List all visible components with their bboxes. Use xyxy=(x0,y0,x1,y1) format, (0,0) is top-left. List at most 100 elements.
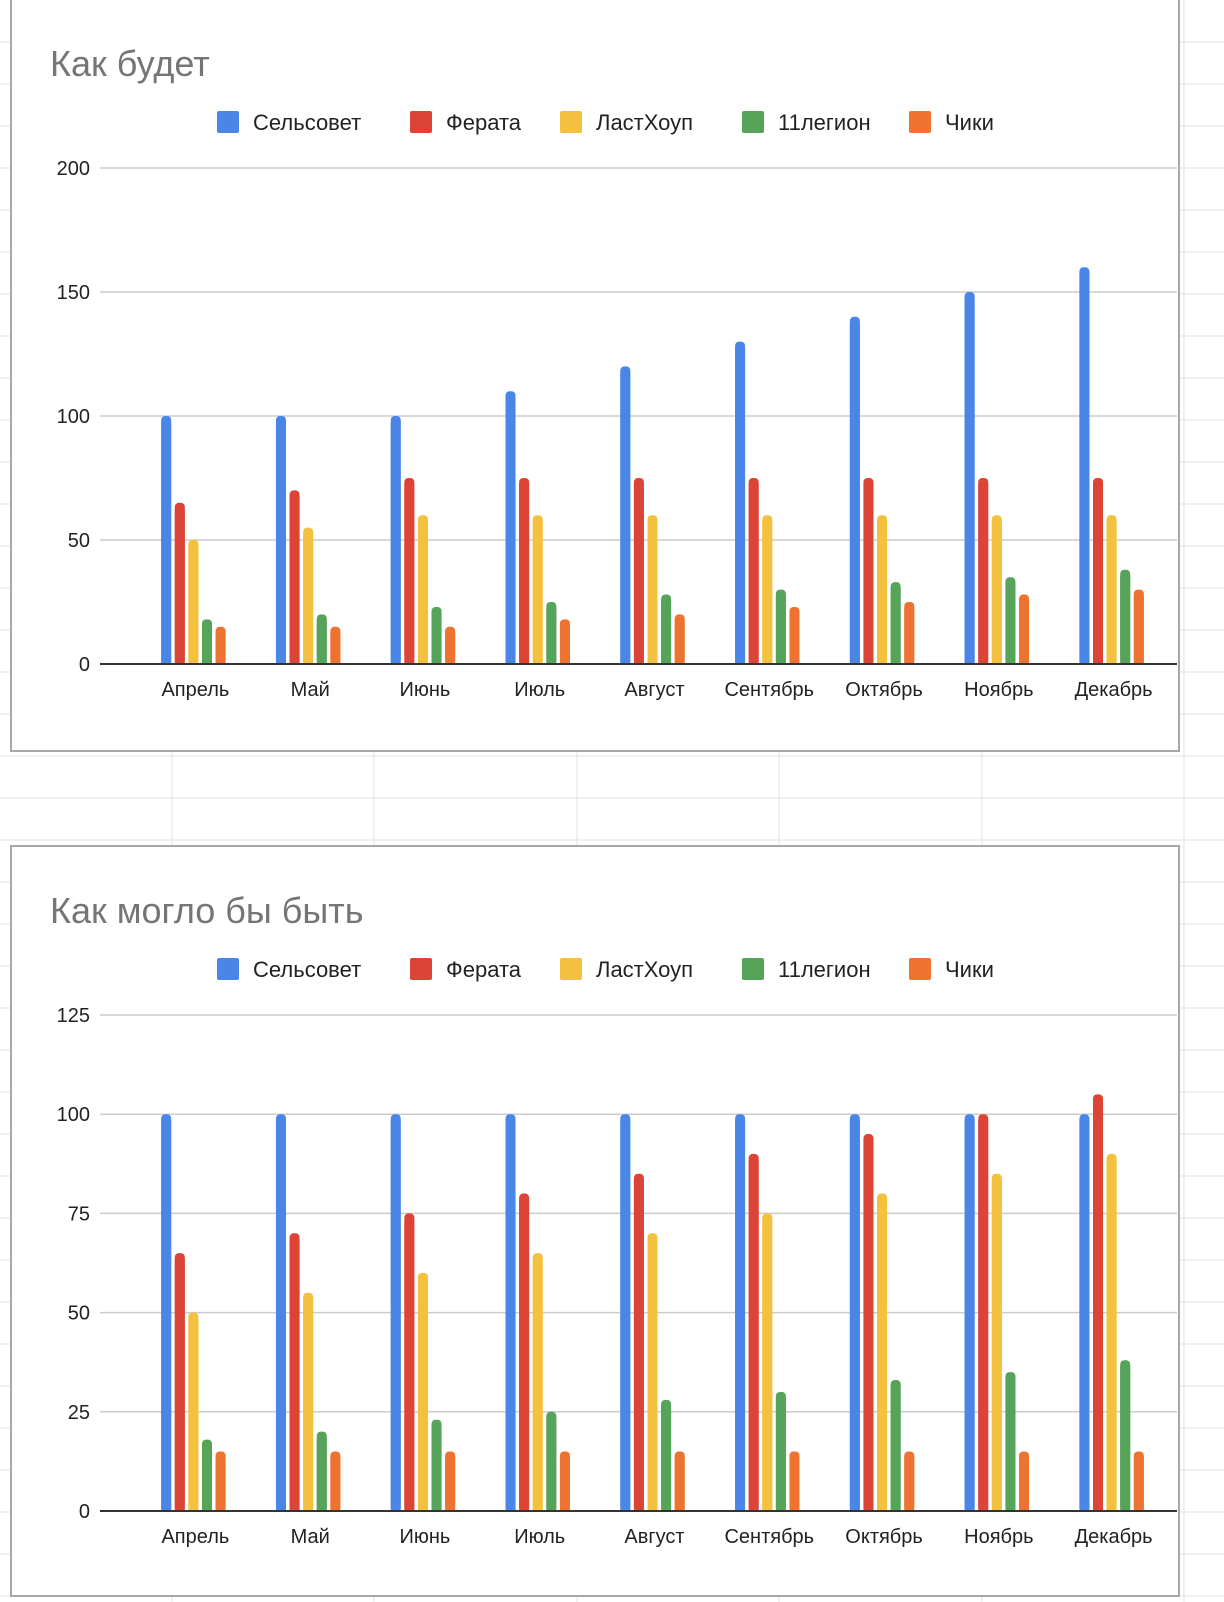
chart-2-bar-chiki-august[interactable] xyxy=(674,1451,685,1512)
chart-2-bar-shape-base[interactable] xyxy=(532,1259,543,1512)
chart-2-bar-lasthope-july[interactable] xyxy=(532,1253,543,1512)
chart-2-bar-shape-base[interactable] xyxy=(1106,1159,1117,1512)
chart-2-bar-selsovet-october[interactable] xyxy=(849,1114,860,1512)
chart-1-bar-shape-base[interactable] xyxy=(1120,575,1131,665)
chart-2-bar-shape-base[interactable] xyxy=(275,1120,286,1512)
chart-1-bar-shape-base[interactable] xyxy=(1005,583,1016,665)
chart-1-bar-shape-base[interactable] xyxy=(1093,484,1104,665)
chart-2-bar-lasthope-september[interactable] xyxy=(762,1213,773,1512)
chart-1-bar-shape-base[interactable] xyxy=(890,588,901,665)
chart-2-bar-shape-base[interactable] xyxy=(647,1239,658,1512)
chart-2-bar-selsovet-september[interactable] xyxy=(735,1114,746,1512)
chart-1-legend-label-lasthope[interactable]: ЛастХоуп xyxy=(596,110,693,135)
chart-1-bar-shape-base[interactable] xyxy=(789,612,800,665)
chart-1-bar-selsovet-december[interactable] xyxy=(1079,267,1090,665)
chart-2-bar-11legion-april[interactable] xyxy=(201,1439,212,1512)
chart-2-bar-ferata-may[interactable] xyxy=(289,1233,300,1512)
chart-2-bar-shape-base[interactable] xyxy=(316,1437,327,1512)
chart-1-bar-11legion-april[interactable] xyxy=(201,619,212,665)
chart-2-bar-11legion-june[interactable] xyxy=(431,1419,442,1512)
chart-1-bar-shape-base[interactable] xyxy=(330,632,341,665)
chart-2-bar-selsovet-december[interactable] xyxy=(1079,1114,1090,1512)
chart-2-bar-selsovet-june[interactable] xyxy=(390,1114,401,1512)
chart-2-bar-shape-base[interactable] xyxy=(775,1397,786,1512)
chart-1-bar-shape-base[interactable] xyxy=(1079,273,1090,665)
chart-1-bar-shape-base[interactable] xyxy=(404,484,415,665)
chart-1-bar-shape-base[interactable] xyxy=(735,347,746,665)
chart-1-bar-lasthope-september[interactable] xyxy=(762,515,773,665)
chart-2-legend-label-lasthope[interactable]: ЛастХоуп xyxy=(596,957,693,982)
chart-2-bar-shape-base[interactable] xyxy=(1093,1100,1104,1512)
chart-1-bar-shape-base[interactable] xyxy=(201,625,212,665)
chart-1-bar-shape-base[interactable] xyxy=(978,484,989,665)
chart-1-bar-11legion-august[interactable] xyxy=(661,594,672,665)
chart-1-bar-shape-base[interactable] xyxy=(762,521,773,665)
chart-2-legend-swatch-ferata[interactable] xyxy=(410,958,432,980)
chart-1-bar-chiki-august[interactable] xyxy=(674,614,685,665)
chart-1-bar-chiki-april[interactable] xyxy=(215,626,226,665)
chart-2-legend-label-11legion[interactable]: 11легион xyxy=(778,957,871,982)
chart-1-bar-shape-base[interactable] xyxy=(674,620,685,665)
chart-2-bar-chiki-april[interactable] xyxy=(215,1451,226,1512)
chart-2-bar-shape-base[interactable] xyxy=(1079,1120,1090,1512)
chart-2-bar-ferata-november[interactable] xyxy=(978,1114,989,1512)
chart-1-bar-shape-base[interactable] xyxy=(1133,595,1144,665)
chart-2-bar-shape-base[interactable] xyxy=(188,1318,199,1512)
chart-1-bar-11legion-november[interactable] xyxy=(1005,577,1016,665)
chart-2-bar-shape-base[interactable] xyxy=(748,1159,759,1512)
chart-2-bar-selsovet-november[interactable] xyxy=(964,1114,975,1512)
chart-2-bar-selsovet-may[interactable] xyxy=(275,1114,286,1512)
chart-2-bar-ferata-august[interactable] xyxy=(633,1173,644,1512)
chart-2-bar-lasthope-august[interactable] xyxy=(647,1233,658,1512)
chart-1-bar-ferata-september[interactable] xyxy=(748,478,759,665)
chart-1-bar-selsovet-april[interactable] xyxy=(161,416,172,665)
chart-2-bar-lasthope-december[interactable] xyxy=(1106,1153,1117,1512)
chart-2-bar-shape-base[interactable] xyxy=(201,1445,212,1512)
chart-1-legend-swatch-selsovet[interactable] xyxy=(217,111,239,133)
chart-1-bar-shape-base[interactable] xyxy=(877,521,888,665)
chart-2-bar-shape-base[interactable] xyxy=(735,1120,746,1512)
chart-1-bar-shape-base[interactable] xyxy=(1106,521,1117,665)
chart-2-bar-11legion-july[interactable] xyxy=(546,1411,557,1512)
chart-1-bar-11legion-december[interactable] xyxy=(1120,569,1131,665)
chart-2-bar-shape-base[interactable] xyxy=(1019,1457,1030,1512)
chart-2-bar-shape-base[interactable] xyxy=(161,1120,172,1512)
chart-1-bar-lasthope-june[interactable] xyxy=(417,515,428,665)
chart-1-bar-selsovet-september[interactable] xyxy=(735,341,746,665)
chart-1-legend-label-ferata[interactable]: Ферата xyxy=(446,110,522,135)
chart-2-bar-lasthope-november[interactable] xyxy=(991,1173,1002,1512)
chart-1-bar-selsovet-may[interactable] xyxy=(275,416,286,665)
chart-2-bar-shape-base[interactable] xyxy=(633,1179,644,1512)
chart-2-bar-chiki-december[interactable] xyxy=(1133,1451,1144,1512)
chart-1-bar-lasthope-november[interactable] xyxy=(991,515,1002,665)
chart-1-legend-swatch-lasthope[interactable] xyxy=(560,111,582,133)
chart-2-bar-chiki-june[interactable] xyxy=(445,1451,456,1512)
chart-2-legend-swatch-selsovet[interactable] xyxy=(217,958,239,980)
chart-2-bar-chiki-may[interactable] xyxy=(330,1451,341,1512)
chart-2-bar-11legion-august[interactable] xyxy=(661,1399,672,1512)
chart-2-bar-shape-base[interactable] xyxy=(215,1457,226,1512)
chart-2-legend-swatch-chiki[interactable] xyxy=(909,958,931,980)
chart-2-legend-swatch-11legion[interactable] xyxy=(742,958,764,980)
chart-2-bar-shape-base[interactable] xyxy=(674,1457,685,1512)
chart-1-bar-11legion-september[interactable] xyxy=(775,589,786,665)
chart-1-bar-ferata-december[interactable] xyxy=(1093,478,1104,665)
chart-2-bar-ferata-june[interactable] xyxy=(404,1213,415,1512)
chart-2-bar-ferata-september[interactable] xyxy=(748,1153,759,1512)
chart-1-bar-lasthope-october[interactable] xyxy=(877,515,888,665)
chart-1-bar-shape-base[interactable] xyxy=(303,533,314,665)
chart-1-legend-swatch-ferata[interactable] xyxy=(410,111,432,133)
chart-1-bar-shape-base[interactable] xyxy=(904,608,915,665)
chart-2-bar-shape-base[interactable] xyxy=(431,1425,442,1512)
chart-1-bar-ferata-may[interactable] xyxy=(289,490,300,665)
chart-card-1[interactable]: Как будет Сельсовет Ферата ЛастХоуп 11легион… xyxy=(10,0,1180,752)
chart-1-bar-chiki-november[interactable] xyxy=(1019,594,1030,665)
chart-2-bar-shape-base[interactable] xyxy=(1120,1366,1131,1512)
chart-2-bar-shape-base[interactable] xyxy=(546,1417,557,1512)
chart-2-bar-shape-base[interactable] xyxy=(404,1219,415,1512)
chart-1-bar-shape-base[interactable] xyxy=(775,595,786,665)
chart-1-bar-lasthope-december[interactable] xyxy=(1106,515,1117,665)
chart-1-bar-ferata-october[interactable] xyxy=(863,478,874,665)
chart-1-bar-shape-base[interactable] xyxy=(431,612,442,665)
chart-2-bar-11legion-october[interactable] xyxy=(890,1380,901,1512)
